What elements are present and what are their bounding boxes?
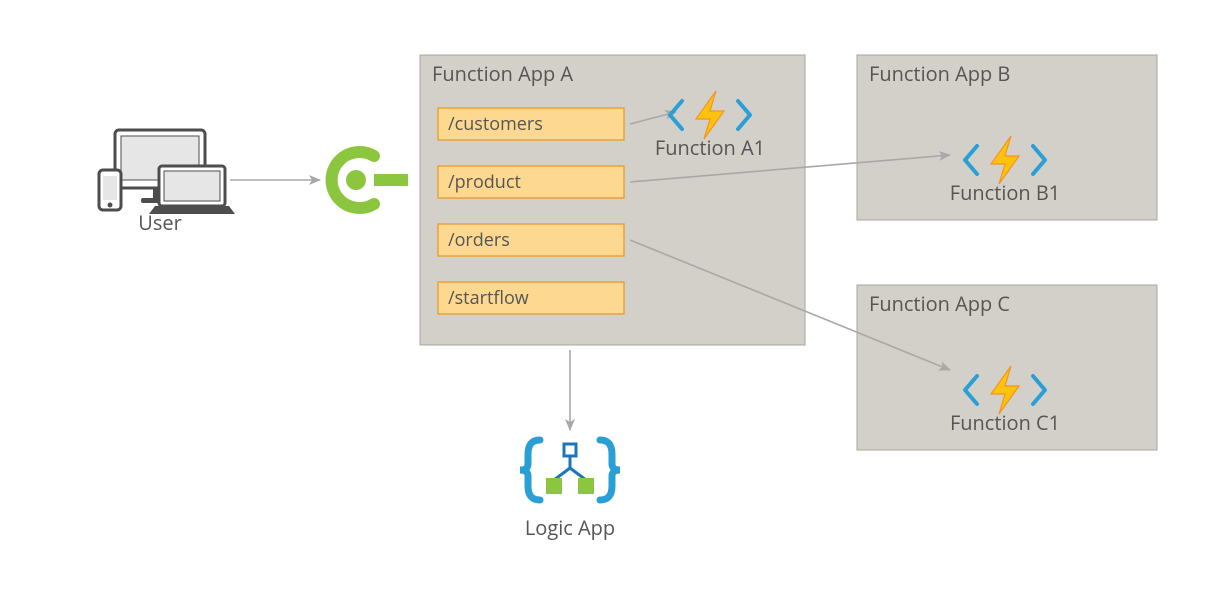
logic-app-label: Logic App (525, 514, 615, 541)
function-b1-label: Function B1 (950, 179, 1060, 206)
function-app-b-title: Function App B (869, 60, 1010, 87)
route-0-label: /customers (448, 112, 543, 136)
architecture-diagram: Function App A Function App B Function App… (0, 0, 1224, 609)
user-devices-icon: User (99, 130, 235, 236)
route-1-label: /product (448, 170, 521, 194)
function-a1-label: Function A1 (655, 134, 765, 161)
route-3-label: /startflow (448, 286, 529, 310)
logic-app-icon: Logic App (520, 440, 620, 541)
function-c1-label: Function C1 (950, 409, 1060, 436)
function-app-a-title: Function App A (432, 60, 573, 87)
route-2-label: /orders (448, 228, 510, 252)
function-app-c-title: Function App C (869, 290, 1010, 317)
user-label: User (138, 209, 182, 236)
api-gateway-icon (332, 152, 408, 208)
